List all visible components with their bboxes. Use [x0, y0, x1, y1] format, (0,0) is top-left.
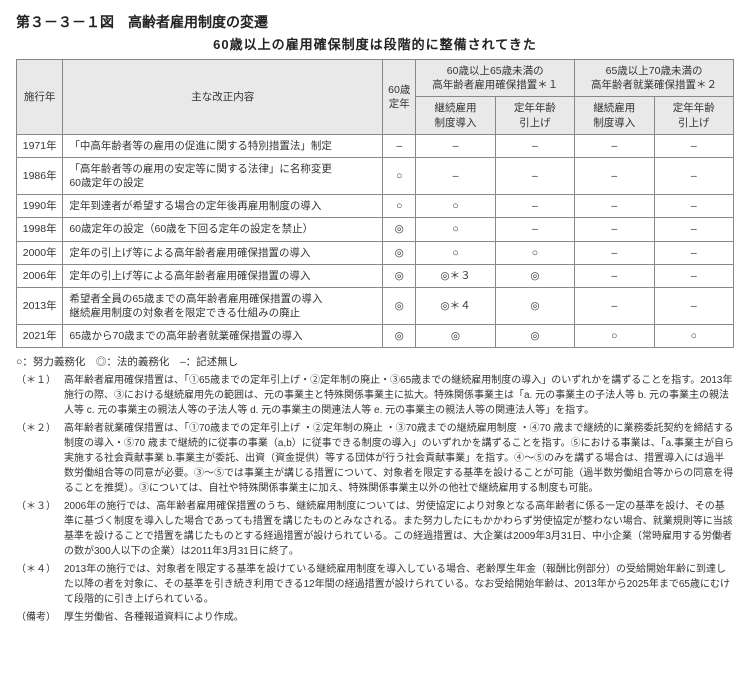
cell-c: –: [575, 157, 654, 194]
cell-desc: 希望者全員の65歳までの高年齢者雇用確保措置の導入継続雇用制度の対象者を限定でき…: [63, 287, 383, 324]
cell-a: –: [416, 157, 495, 194]
cell-c60: ◎: [383, 264, 416, 287]
cell-c: –: [575, 195, 654, 218]
cell-d: –: [654, 264, 733, 287]
cell-d: –: [654, 218, 733, 241]
table-row: 1990年定年到達者が希望する場合の定年後再雇用制度の導入○○–––: [17, 195, 734, 218]
th-group2: 65歳以上70歳未満の高年齢者就業確保措置＊２: [575, 60, 734, 97]
footnote-tag: （＊２）: [16, 421, 64, 496]
cell-desc: 「高年齢者等の雇用の安定等に関する法律」に名称変更60歳定年の設定: [63, 157, 383, 194]
cell-c60: ○: [383, 157, 416, 194]
legend: ○：努力義務化 ◎：法的義務化 –：記述無し: [16, 354, 734, 369]
footnotes: （＊１）高年齢者雇用確保措置は、「①65歳までの定年引上げ・②定年制の廃止・③6…: [16, 373, 734, 625]
cell-c60: ◎: [383, 325, 416, 348]
th-60: 60歳定年: [383, 60, 416, 135]
th-group1: 60歳以上65歳未満の高年齢者雇用確保措置＊１: [416, 60, 575, 97]
cell-a: ◎＊３: [416, 264, 495, 287]
cell-desc: 60歳定年の設定（60歳を下回る定年の設定を禁止）: [63, 218, 383, 241]
cell-desc: 65歳から70歳までの高年齢者就業確保措置の導入: [63, 325, 383, 348]
cell-desc: 定年到達者が希望する場合の定年後再雇用制度の導入: [63, 195, 383, 218]
th-year: 施行年: [17, 60, 63, 135]
cell-desc: 定年の引上げ等による高年齢者雇用確保措置の導入: [63, 241, 383, 264]
cell-c: –: [575, 218, 654, 241]
cell-d: –: [654, 287, 733, 324]
cell-a: ○: [416, 218, 495, 241]
footnote-tag: （備考）: [16, 610, 64, 625]
cell-d: ○: [654, 325, 733, 348]
cell-c: –: [575, 241, 654, 264]
cell-a: ◎: [416, 325, 495, 348]
footnote-item: （＊３）2006年の施行では、高年齢者雇用確保措置のうち、継続雇用制度については…: [16, 499, 734, 559]
cell-a: ◎＊４: [416, 287, 495, 324]
cell-a: –: [416, 134, 495, 157]
table-row: 2013年希望者全員の65歳までの高年齢者雇用確保措置の導入継続雇用制度の対象者…: [17, 287, 734, 324]
cell-c: –: [575, 287, 654, 324]
table-row: 1986年「高年齢者等の雇用の安定等に関する法律」に名称変更60歳定年の設定○–…: [17, 157, 734, 194]
footnote-tag: （＊３）: [16, 499, 64, 559]
cell-year: 1971年: [17, 134, 63, 157]
table-row: 1998年60歳定年の設定（60歳を下回る定年の設定を禁止）◎○–––: [17, 218, 734, 241]
table-row: 2021年65歳から70歳までの高年齢者就業確保措置の導入◎◎◎○○: [17, 325, 734, 348]
cell-b: ◎: [495, 325, 574, 348]
table-row: 1971年「中高年齢者等の雇用の促進に関する特別措置法」制定–––––: [17, 134, 734, 157]
cell-d: –: [654, 157, 733, 194]
footnote-body: 高年齢者就業確保措置は、「①70歳までの定年引上げ ・②定年制の廃止 ・③70歳…: [64, 421, 734, 496]
cell-d: –: [654, 241, 733, 264]
cell-c: –: [575, 134, 654, 157]
footnote-item: （＊２）高年齢者就業確保措置は、「①70歳までの定年引上げ ・②定年制の廃止 ・…: [16, 421, 734, 496]
figure-title: 第３－３－１図 高齢者雇用制度の変遷: [16, 12, 734, 32]
footnote-body: 2013年の施行では、対象者を限定する基準を設けている継続雇用制度を導入している…: [64, 562, 734, 607]
cell-year: 1990年: [17, 195, 63, 218]
cell-c60: ◎: [383, 218, 416, 241]
cell-year: 2006年: [17, 264, 63, 287]
cell-a: ○: [416, 241, 495, 264]
cell-c: –: [575, 264, 654, 287]
cell-b: –: [495, 134, 574, 157]
th-sub-b: 定年年齢引上げ: [495, 97, 574, 134]
footnote-body: 厚生労働省、各種報道資料により作成。: [64, 610, 734, 625]
cell-c60: ◎: [383, 287, 416, 324]
cell-b: ◎: [495, 287, 574, 324]
cell-b: –: [495, 195, 574, 218]
footnote-body: 高年齢者雇用確保措置は、「①65歳までの定年引上げ・②定年制の廃止・③65歳まで…: [64, 373, 734, 418]
footnote-item: （＊４）2013年の施行では、対象者を限定する基準を設けている継続雇用制度を導入…: [16, 562, 734, 607]
history-table: 施行年 主な改正内容 60歳定年 60歳以上65歳未満の高年齢者雇用確保措置＊１…: [16, 59, 734, 348]
table-row: 2006年定年の引上げ等による高年齢者雇用確保措置の導入◎◎＊３◎––: [17, 264, 734, 287]
footnote-tag: （＊４）: [16, 562, 64, 607]
cell-c60: ○: [383, 195, 416, 218]
cell-c: ○: [575, 325, 654, 348]
cell-year: 2000年: [17, 241, 63, 264]
cell-b: –: [495, 157, 574, 194]
cell-b: ◎: [495, 264, 574, 287]
cell-b: ○: [495, 241, 574, 264]
th-sub-c: 継続雇用制度導入: [575, 97, 654, 134]
cell-b: –: [495, 218, 574, 241]
footnote-item: （＊１）高年齢者雇用確保措置は、「①65歳までの定年引上げ・②定年制の廃止・③6…: [16, 373, 734, 418]
footnote-tag: （＊１）: [16, 373, 64, 418]
cell-c60: –: [383, 134, 416, 157]
cell-desc: 定年の引上げ等による高年齢者雇用確保措置の導入: [63, 264, 383, 287]
cell-year: 2021年: [17, 325, 63, 348]
cell-year: 1986年: [17, 157, 63, 194]
cell-desc: 「中高年齢者等の雇用の促進に関する特別措置法」制定: [63, 134, 383, 157]
cell-year: 1998年: [17, 218, 63, 241]
figure-subtitle: 60歳以上の雇用確保制度は段階的に整備されてきた: [16, 34, 734, 53]
table-row: 2000年定年の引上げ等による高年齢者雇用確保措置の導入◎○○––: [17, 241, 734, 264]
cell-c60: ◎: [383, 241, 416, 264]
th-sub-a: 継続雇用制度導入: [416, 97, 495, 134]
th-desc: 主な改正内容: [63, 60, 383, 135]
cell-d: –: [654, 195, 733, 218]
th-sub-d: 定年年齢引上げ: [654, 97, 733, 134]
cell-year: 2013年: [17, 287, 63, 324]
footnote-body: 2006年の施行では、高年齢者雇用確保措置のうち、継続雇用制度については、労使協…: [64, 499, 734, 559]
cell-d: –: [654, 134, 733, 157]
cell-a: ○: [416, 195, 495, 218]
footnote-item: （備考）厚生労働省、各種報道資料により作成。: [16, 610, 734, 625]
